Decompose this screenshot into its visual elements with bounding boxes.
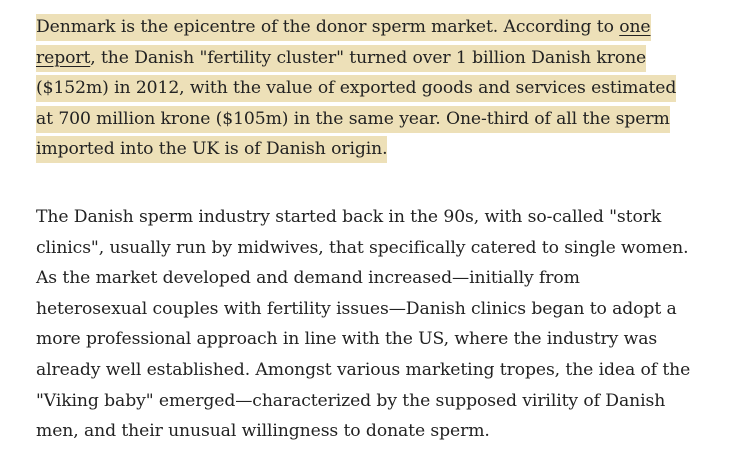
paragraph-text-before-link: Denmark is the epicentre of the donor sp…: [36, 17, 620, 37]
body-paragraph: The Danish sperm industry started back i…: [36, 206, 691, 442]
one-report-link[interactable]: one report: [36, 17, 651, 68]
highlighted-paragraph: Denmark is the epicentre of the donor sp…: [36, 12, 696, 165]
article-body: Denmark is the epicentre of the donor sp…: [36, 12, 696, 447]
paragraph-text-after-link: , the Danish "fertility cluster" turned …: [36, 47, 677, 160]
text-highlight: Denmark is the epicentre of the donor sp…: [36, 14, 677, 164]
